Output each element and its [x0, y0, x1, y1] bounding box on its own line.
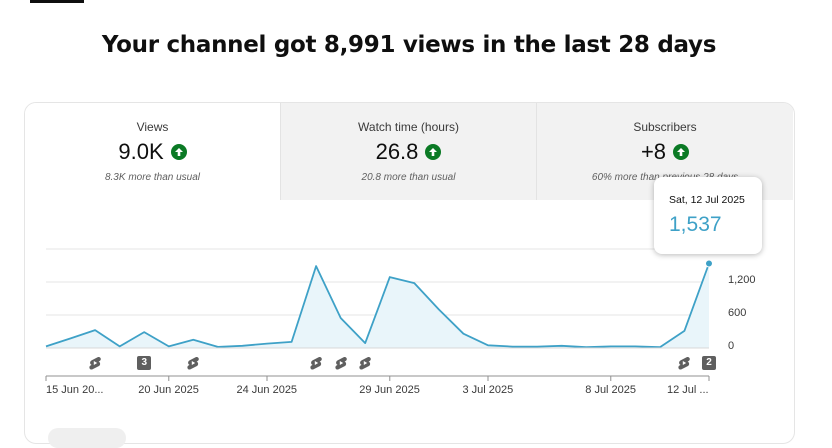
y-tick-label: 600 — [728, 307, 747, 319]
top-tab-indicator — [30, 0, 84, 3]
overview-card: Views 9.0K 8.3K more than usual Watch ti… — [24, 102, 795, 444]
shorts-icon[interactable] — [186, 356, 200, 370]
video-count-marker[interactable]: 3 — [137, 356, 152, 370]
x-tick-label: 3 Jul 2025 — [462, 384, 514, 396]
metric-subtext: 8.3K more than usual — [104, 172, 201, 183]
x-tick-label: 15 Jun 20... — [46, 384, 104, 396]
arrow-up-icon — [673, 144, 690, 160]
x-tick-label: 29 Jun 2025 — [359, 384, 420, 396]
page-title: Your channel got 8,991 views in the last… — [101, 32, 717, 58]
metric-value: 9.0K — [25, 139, 280, 165]
y-tick-label: 0 — [728, 340, 735, 352]
metric-subtext: 20.8 more than usual — [361, 172, 456, 183]
shorts-icon[interactable] — [677, 356, 691, 370]
x-tick-label: 8 Jul 2025 — [585, 384, 637, 396]
metric-label: Views — [136, 120, 169, 134]
metric-label: Watch time (hours) — [358, 120, 459, 134]
shorts-icon[interactable] — [309, 356, 323, 370]
metric-value-text: 26.8 — [375, 139, 419, 164]
metric-value-text: 9.0K — [118, 139, 164, 164]
video-count-marker[interactable]: 2 — [702, 356, 716, 370]
views-chart[interactable] — [0, 0, 832, 433]
shorts-icon[interactable] — [88, 356, 102, 370]
highlight-point — [705, 259, 713, 268]
tooltip-value: 1,537 — [669, 213, 722, 236]
shorts-icon[interactable] — [334, 356, 348, 370]
arrow-up-icon — [170, 144, 187, 160]
metric-label: Subscribers — [633, 120, 697, 134]
tooltip-date: Sat, 12 Jul 2025 — [669, 194, 745, 206]
views-area — [46, 263, 709, 348]
views-series-line — [45, 263, 710, 349]
shorts-icon[interactable] — [358, 356, 372, 370]
arrow-up-icon — [425, 144, 442, 160]
x-tick-label: 20 Jun 2025 — [138, 384, 199, 396]
tab-views[interactable]: Views 9.0K 8.3K more than usual — [25, 103, 281, 200]
tab-watch-time[interactable]: Watch time (hours) 26.8 20.8 more than u… — [281, 103, 537, 200]
metric-value-text: +8 — [640, 139, 667, 164]
chart-tooltip: Sat, 12 Jul 2025 1,537 — [654, 177, 762, 254]
metric-value: 26.8 — [281, 139, 536, 165]
see-more-button[interactable] — [48, 428, 126, 448]
metric-value: +8 — [537, 139, 793, 165]
x-tick-label: 12 Jul ... — [667, 384, 709, 396]
y-tick-label: 1,200 — [728, 274, 756, 286]
x-tick-label: 24 Jun 2025 — [236, 384, 298, 396]
